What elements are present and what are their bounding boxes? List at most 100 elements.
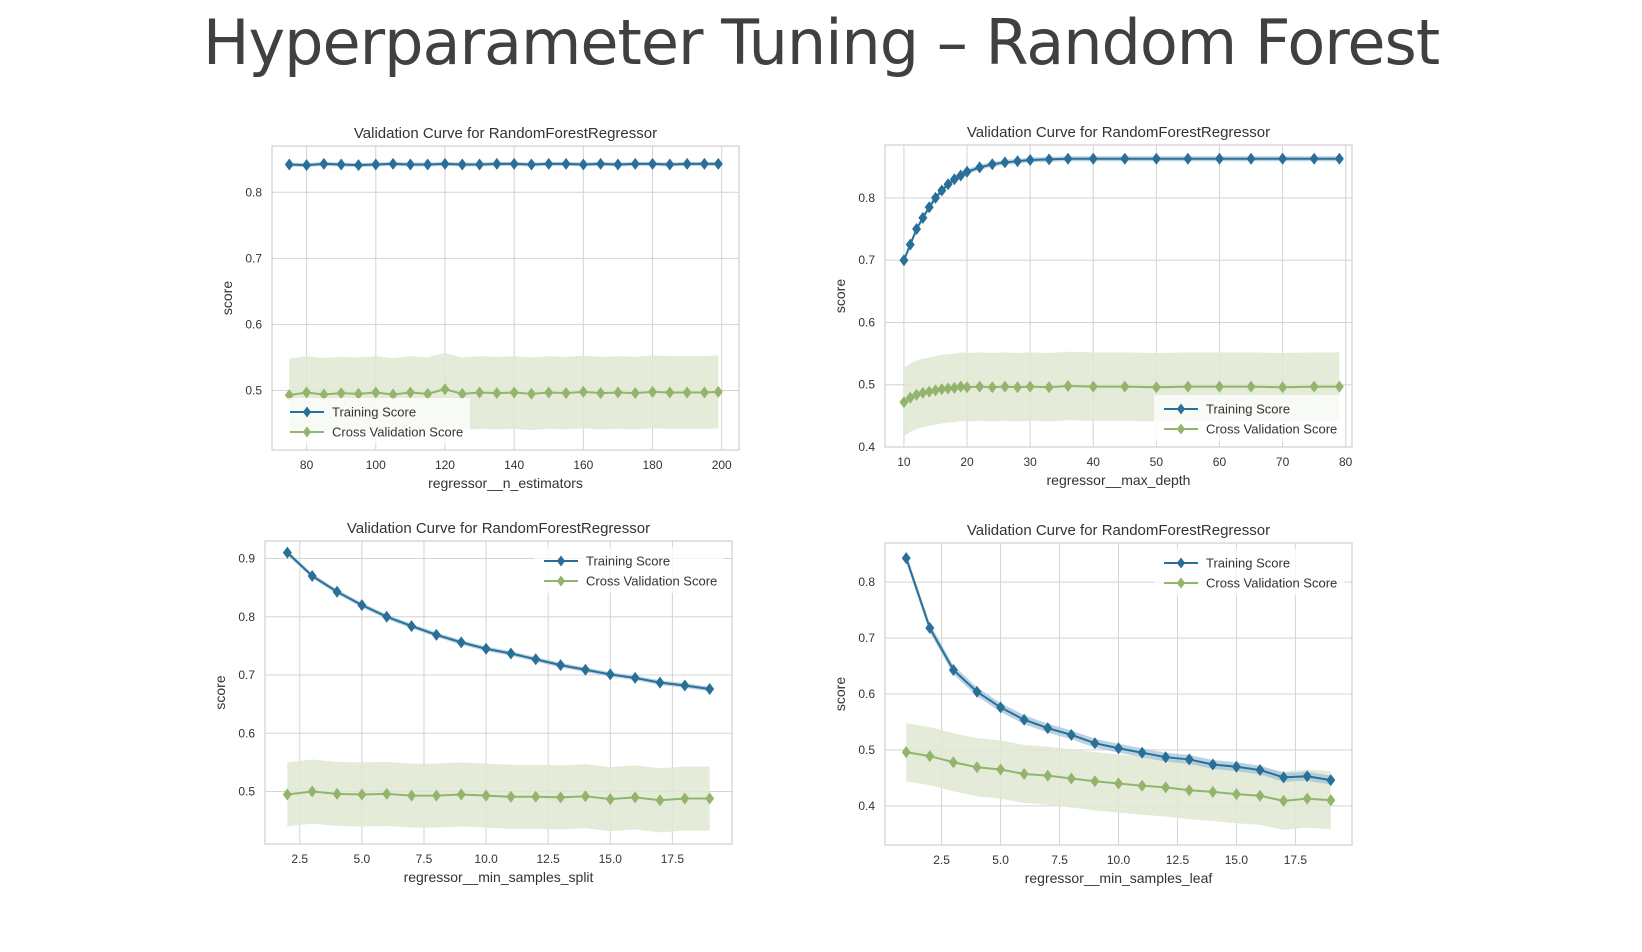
legend-swatch-marker xyxy=(1176,403,1186,415)
data-point xyxy=(655,676,665,689)
data-point xyxy=(1043,769,1053,782)
data-point xyxy=(332,787,342,800)
data-point xyxy=(423,158,433,171)
data-point xyxy=(1326,774,1336,787)
x-tick-label: 12.5 xyxy=(1166,853,1190,867)
y-tick-label: 0.8 xyxy=(245,185,262,199)
data-point xyxy=(918,386,928,399)
x-tick-label: 10 xyxy=(897,455,911,469)
y-tick-label: 0.7 xyxy=(858,253,875,267)
y-tick-label: 0.9 xyxy=(238,551,255,565)
data-point xyxy=(492,387,502,400)
data-point xyxy=(544,386,554,399)
data-point xyxy=(506,647,516,660)
data-point xyxy=(699,157,709,170)
slide-title: Hyperparameter Tuning – Random Forest xyxy=(202,6,1440,79)
data-point xyxy=(1278,152,1288,165)
data-point xyxy=(526,158,536,171)
data-point xyxy=(705,683,715,696)
series-line xyxy=(286,551,710,690)
data-point xyxy=(357,788,367,801)
legend: Training Score Cross Validation Score xyxy=(280,398,470,444)
data-point xyxy=(682,386,692,399)
data-point xyxy=(905,238,915,251)
data-point xyxy=(1044,381,1054,394)
data-point xyxy=(544,157,554,170)
data-point xyxy=(1000,380,1010,393)
y-tick-label: 0.6 xyxy=(245,317,262,331)
data-point xyxy=(630,671,640,684)
data-point xyxy=(371,386,381,399)
data-point xyxy=(899,396,909,409)
chart-title: Validation Curve for RandomForestRegress… xyxy=(354,125,657,142)
data-point xyxy=(1137,779,1147,792)
data-point xyxy=(481,642,491,655)
data-point xyxy=(1019,767,1029,780)
data-point xyxy=(613,386,623,399)
data-point xyxy=(987,158,997,171)
x-tick-label: 50 xyxy=(1150,455,1164,469)
data-point xyxy=(630,387,640,400)
data-point xyxy=(1000,156,1010,169)
legend-label: Training Score xyxy=(332,405,416,420)
data-point xyxy=(492,157,502,170)
legend-swatch-marker xyxy=(1176,557,1186,569)
chart-1: 80 100 120 140 160 180 200 0.5 0.6 0.7 0.8 Validati… xyxy=(219,125,740,491)
data-point xyxy=(431,789,441,802)
legend-swatch-marker xyxy=(302,426,312,438)
x-axis-label: regressor__n_estimators xyxy=(428,475,583,491)
data-point xyxy=(630,791,640,804)
y-tick-label: 0.7 xyxy=(245,251,262,265)
data-point xyxy=(596,157,606,170)
legend-box xyxy=(534,547,724,593)
data-point xyxy=(713,385,723,398)
data-point xyxy=(605,668,615,681)
x-axis-label: regressor__min_samples_split xyxy=(404,869,594,885)
data-point xyxy=(912,388,922,401)
chart-2: 10 20 30 40 50 60 70 80 0.4 0.5 0.6 0.7 0.8 Validatio… xyxy=(832,124,1353,488)
y-tick-label: 0.7 xyxy=(858,631,875,645)
data-point xyxy=(956,169,966,182)
legend-swatch-marker xyxy=(302,406,312,418)
data-point xyxy=(382,787,392,800)
legend-label: Cross Validation Score xyxy=(1206,422,1337,437)
data-point xyxy=(336,158,346,171)
data-point xyxy=(353,159,363,172)
y-tick-label: 0.5 xyxy=(858,743,875,757)
data-point xyxy=(388,388,398,401)
x-tick-label: 140 xyxy=(504,458,524,472)
data-point xyxy=(1184,753,1194,766)
data-point xyxy=(1279,771,1289,784)
data-point xyxy=(1334,380,1344,393)
x-tick-label: 80 xyxy=(300,458,314,472)
data-point xyxy=(475,158,485,171)
data-point xyxy=(407,789,417,802)
data-point xyxy=(925,750,935,763)
data-point xyxy=(1309,152,1319,165)
data-point xyxy=(336,387,346,400)
data-point xyxy=(457,387,467,400)
chart-3: 2.5 5.0 7.5 10.0 12.5 15.0 17.5 0.5 0.6 0.7 0.8 0.9… xyxy=(212,520,733,885)
data-point xyxy=(972,761,982,774)
data-point xyxy=(1183,380,1193,393)
data-point xyxy=(556,659,566,672)
data-point xyxy=(1063,152,1073,165)
data-point xyxy=(1246,152,1256,165)
data-point xyxy=(1231,760,1241,773)
legend-swatch-marker xyxy=(1176,577,1186,589)
data-point xyxy=(1231,788,1241,801)
y-tick-label: 0.8 xyxy=(858,191,875,205)
chart-4: 2.5 5.0 7.5 10.0 12.5 15.0 17.5 0.4 0.5 0.6 0.7 0.8… xyxy=(832,522,1353,886)
data-point xyxy=(613,158,623,171)
data-point xyxy=(713,157,723,170)
plot-series xyxy=(901,552,1336,830)
data-point xyxy=(405,158,415,171)
data-point xyxy=(456,788,466,801)
data-point xyxy=(1090,737,1100,750)
data-point xyxy=(509,157,519,170)
x-tick-label: 200 xyxy=(712,458,732,472)
data-point xyxy=(996,763,1006,776)
data-point xyxy=(319,388,329,401)
data-point xyxy=(1208,785,1218,798)
data-point xyxy=(1214,380,1224,393)
